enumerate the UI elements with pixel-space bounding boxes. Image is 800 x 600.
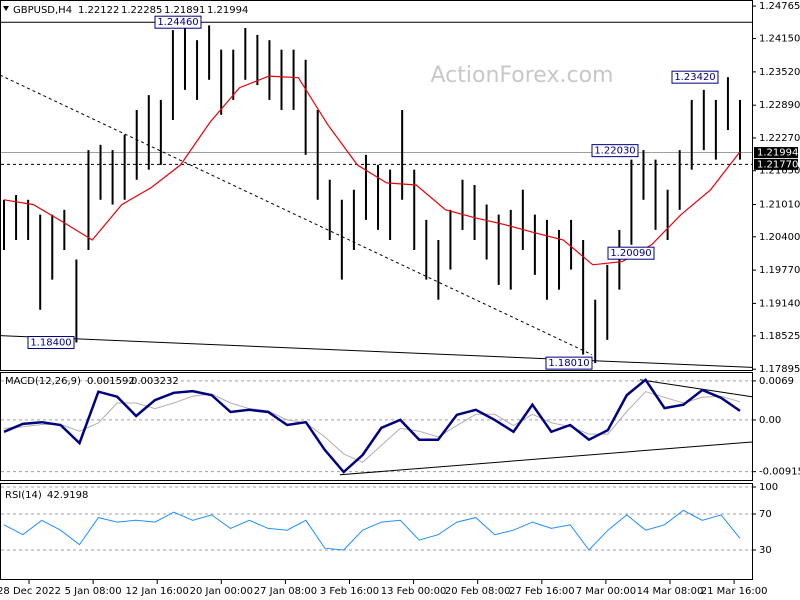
y-tick-label: 1.22270 — [759, 133, 800, 144]
y-tick-label: 70 — [759, 509, 772, 520]
price-tag-label: 1.21770 — [757, 159, 798, 170]
rsi-line — [3, 509, 741, 551]
trendline — [339, 441, 753, 476]
x-tick-label: 20 Jan 00:00 — [190, 586, 253, 597]
macd-panel — [0, 372, 753, 481]
x-tick-label: 21 Mar 16:00 — [701, 586, 768, 597]
ohlc-value: 1.22122 — [78, 5, 119, 16]
watermark: ActionForex.com — [431, 63, 614, 88]
symbol: GBPUSD,H4 — [13, 5, 72, 16]
annotation-label: 1.18400 — [30, 338, 71, 349]
moving-average — [3, 75, 741, 266]
indicator-readout: 0.003232 — [131, 376, 179, 387]
annotation-box — [154, 15, 202, 29]
annotation-box — [545, 356, 593, 370]
indicator-readout: 42.9198 — [47, 490, 88, 501]
annotation-label: 1.24460 — [157, 17, 198, 28]
indicator-readout: 0.001592 — [87, 376, 135, 387]
annotation-box — [607, 246, 655, 260]
y-tick-label: 1.17895 — [759, 364, 800, 375]
x-tick-label: 3 Feb 16:00 — [320, 586, 379, 597]
y-tick-label: 100 — [759, 482, 778, 493]
price-tag — [754, 147, 798, 159]
annotation-label: 1.22030 — [594, 146, 635, 157]
x-tick-label: 27 Feb 16:00 — [509, 586, 575, 597]
y-tick-label: 1.23520 — [759, 67, 800, 78]
trendline — [639, 379, 753, 398]
x-tick-label: 7 Mar 00:00 — [576, 586, 636, 597]
y-tick-label: 1.19770 — [759, 265, 800, 276]
y-tick-label: 30 — [759, 545, 772, 556]
annotation-label: 1.20090 — [610, 248, 651, 259]
y-tick-label: 1.21650 — [759, 166, 800, 177]
y-tick-label: 1.20400 — [759, 232, 800, 243]
ohlc-value: 1.21891 — [164, 5, 205, 16]
trendline — [0, 335, 753, 368]
price-tag — [754, 158, 798, 170]
y-tick-label: -0.009151 — [759, 467, 800, 478]
x-tick-label: 20 Feb 08:00 — [445, 586, 511, 597]
y-tick-label: 1.21010 — [759, 200, 800, 211]
ohlc-value: 1.22285 — [121, 5, 162, 16]
ohlc-value: 1.21994 — [207, 5, 248, 16]
x-tick-label: 27 Jan 08:00 — [254, 586, 317, 597]
y-tick-label: 1.19140 — [759, 298, 800, 309]
x-tick-label: 14 Mar 08:00 — [637, 586, 704, 597]
signal-line — [3, 391, 741, 463]
trendline — [0, 74, 593, 356]
annotation-label: 1.18010 — [548, 358, 589, 369]
rsi-panel — [0, 483, 753, 580]
indicator-title: RSI(14) — [5, 490, 42, 501]
annotation-box — [671, 70, 719, 84]
price-panel — [0, 0, 753, 371]
annotation-box — [591, 144, 639, 158]
price-tag-label: 1.21994 — [757, 148, 798, 159]
y-tick-label: 1.24150 — [759, 34, 800, 45]
indicator-title: MACD(12,26,9) — [5, 376, 81, 387]
annotation-box — [27, 336, 75, 350]
x-tick-label: 12 Jan 16:00 — [126, 586, 189, 597]
annotation-label: 1.23420 — [674, 72, 715, 83]
x-tick-label: 5 Jan 08:00 — [65, 586, 122, 597]
y-tick-label: 1.24765 — [759, 1, 800, 12]
menu-arrow — [3, 6, 9, 11]
x-tick-label: 13 Feb 00:00 — [381, 586, 447, 597]
y-tick-label: 1.18525 — [759, 331, 800, 342]
macd-line — [3, 377, 741, 474]
y-tick-label: 0.00 — [759, 415, 781, 426]
x-tick-label: 28 Dec 2022 — [0, 586, 61, 597]
y-tick-label: 0.0069 — [759, 376, 794, 387]
y-tick-label: 1.22890 — [759, 100, 800, 111]
